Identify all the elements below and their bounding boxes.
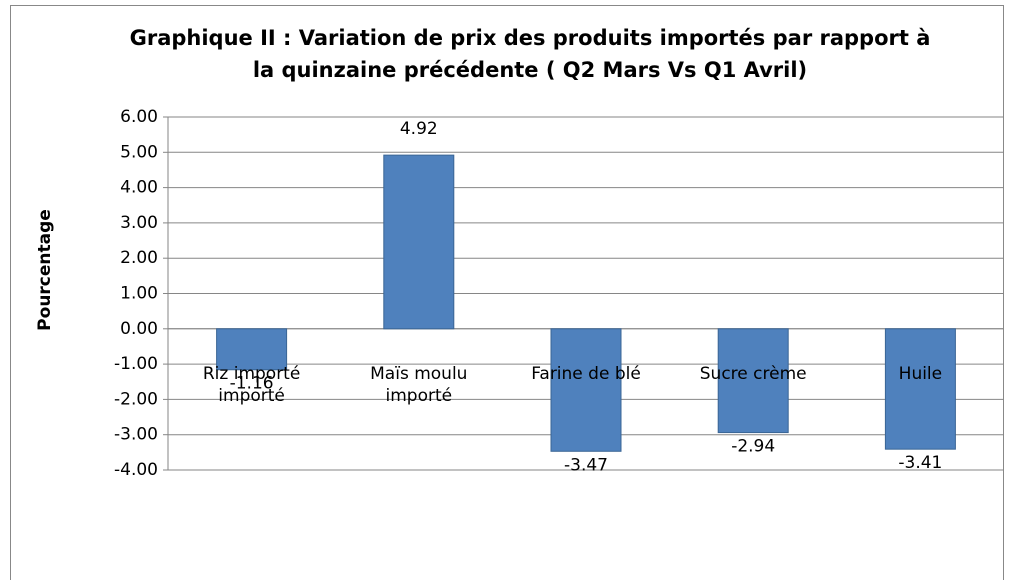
bar: [550, 328, 622, 452]
bar: [216, 328, 288, 371]
y-tick-label: 2.00: [120, 248, 158, 268]
bar: [383, 154, 455, 330]
bar: [884, 328, 956, 450]
y-tick-label: 1.00: [120, 284, 158, 304]
x-tick-label: Farine de blé: [531, 363, 641, 384]
data-label: -2.94: [731, 437, 775, 457]
x-tick-label: Sucre crème: [699, 363, 807, 384]
data-label: 4.92: [400, 119, 438, 139]
x-tick-label: Maïs moulu importé: [370, 363, 468, 406]
y-tick-label: -4.00: [114, 460, 158, 480]
y-tick-label: 5.00: [120, 142, 158, 162]
bar: [717, 328, 789, 434]
y-tick-label: -3.00: [114, 425, 158, 445]
data-label: -1.16: [230, 374, 274, 394]
y-tick-label: 0.00: [120, 319, 158, 339]
x-tick-label: Huile: [898, 363, 943, 384]
chart-border: [10, 5, 1004, 580]
y-axis-label: Pourcentage: [35, 209, 55, 331]
y-tick-label: -2.00: [114, 389, 158, 409]
data-label: -3.41: [898, 453, 942, 473]
x-tick-label: Riz importé importé: [202, 363, 301, 406]
y-tick-label: 3.00: [120, 213, 158, 233]
y-tick-label: 6.00: [120, 107, 158, 127]
y-tick-label: 4.00: [120, 178, 158, 198]
data-label: -3.47: [564, 455, 608, 475]
y-tick-label: -1.00: [114, 354, 158, 374]
chart-title: Graphique II : Variation de prix des pro…: [129, 26, 931, 82]
